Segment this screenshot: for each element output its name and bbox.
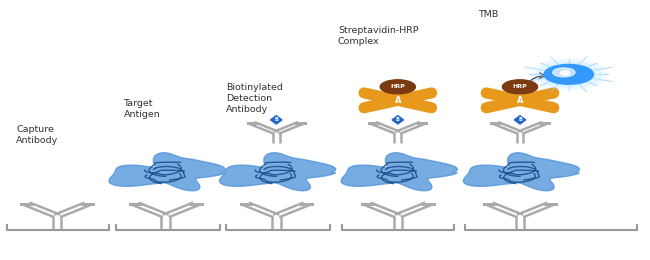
Polygon shape (514, 116, 526, 124)
Polygon shape (392, 116, 404, 124)
Text: HRP: HRP (391, 84, 405, 89)
Text: Streptavidin-HRP
Complex: Streptavidin-HRP Complex (338, 26, 419, 46)
Text: Biotinylated
Detection
Antibody: Biotinylated Detection Antibody (226, 83, 283, 114)
Circle shape (544, 64, 593, 84)
Text: Target
Antigen: Target Antigen (124, 99, 161, 119)
Circle shape (560, 71, 570, 75)
Circle shape (530, 59, 607, 90)
Polygon shape (270, 116, 282, 124)
Text: A: A (395, 96, 401, 105)
Text: B: B (518, 117, 522, 122)
Circle shape (541, 63, 596, 85)
Text: A: A (517, 96, 523, 105)
Text: B: B (396, 117, 400, 122)
Circle shape (552, 68, 575, 77)
Circle shape (502, 80, 538, 94)
Polygon shape (220, 153, 336, 191)
Text: B: B (274, 117, 278, 122)
Polygon shape (109, 153, 226, 191)
Polygon shape (341, 153, 458, 191)
Text: HRP: HRP (513, 84, 527, 89)
Text: Capture
Antibody: Capture Antibody (16, 125, 58, 145)
Polygon shape (463, 153, 580, 191)
Circle shape (536, 61, 601, 87)
Circle shape (380, 80, 415, 94)
Text: TMB: TMB (478, 10, 498, 20)
